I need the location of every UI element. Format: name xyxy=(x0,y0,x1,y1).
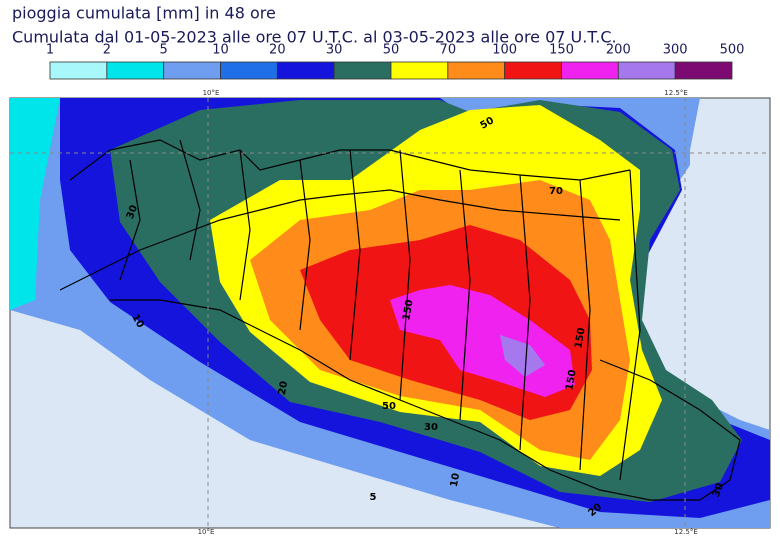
rain-area xyxy=(10,98,60,310)
colorbar-label: 2 xyxy=(103,43,111,58)
colorbar-label: 10 xyxy=(212,43,229,58)
longitude-label: 10°E xyxy=(203,89,220,97)
colorbar-label: 30 xyxy=(326,43,343,58)
colorbar-box xyxy=(163,61,221,80)
colorbar-box xyxy=(674,61,733,80)
colorbar-label: 200 xyxy=(606,43,631,58)
colorbar: 1 2 5 10 20 30 50 70 100 150 200 300 500 xyxy=(46,43,745,80)
contour-label: 30 xyxy=(125,204,140,221)
colorbar-box xyxy=(617,61,676,80)
contour-label: 10 xyxy=(449,472,462,488)
colorbar-box xyxy=(220,61,278,80)
colorbar-box xyxy=(504,61,562,80)
contour-label: 150 xyxy=(564,369,578,392)
contour-label: 150 xyxy=(401,299,415,322)
colorbar-label: 100 xyxy=(492,43,517,58)
rain-area xyxy=(500,335,545,377)
colorbar-label: 150 xyxy=(549,43,574,58)
contour-label: 30 xyxy=(711,482,726,499)
colorbar-label: 50 xyxy=(383,43,400,58)
colorbar-box xyxy=(276,61,335,80)
contour-label: 50 xyxy=(382,401,396,412)
longitude-label: 12.5°E xyxy=(674,528,698,536)
contour-label: 30 xyxy=(424,422,438,433)
longitude-label: 12.5°E xyxy=(664,89,688,97)
longitude-label: 10°E xyxy=(198,528,215,536)
colorbar-label: 300 xyxy=(663,43,688,58)
colorbar-box xyxy=(447,61,506,80)
contour-label: 5 xyxy=(370,492,377,503)
colorbar-box xyxy=(106,61,165,80)
colorbar-label: 500 xyxy=(720,43,745,58)
title: pioggia cumulata [mm] in 48 ore xyxy=(12,4,276,23)
colorbar-box xyxy=(49,61,108,80)
colorbar-box xyxy=(333,61,392,80)
contour-label: 150 xyxy=(573,327,587,350)
basin-boundaries xyxy=(59,139,741,501)
colorbar-label: 20 xyxy=(269,43,286,58)
contour-label: 70 xyxy=(549,186,563,197)
subtitle: Cumulata dal 01-05-2023 alle ore 07 U.T.… xyxy=(12,28,617,47)
colorbar-label: 5 xyxy=(160,43,168,58)
map: 10°E 12.5°E10°E 12.5°E50703010205030105203… xyxy=(9,89,771,536)
colorbar-box xyxy=(390,61,449,80)
colorbar-box xyxy=(561,61,619,80)
contour-label: 20 xyxy=(277,380,290,396)
colorbar-label: 70 xyxy=(440,43,457,58)
colorbar-label: 1 xyxy=(46,43,54,58)
